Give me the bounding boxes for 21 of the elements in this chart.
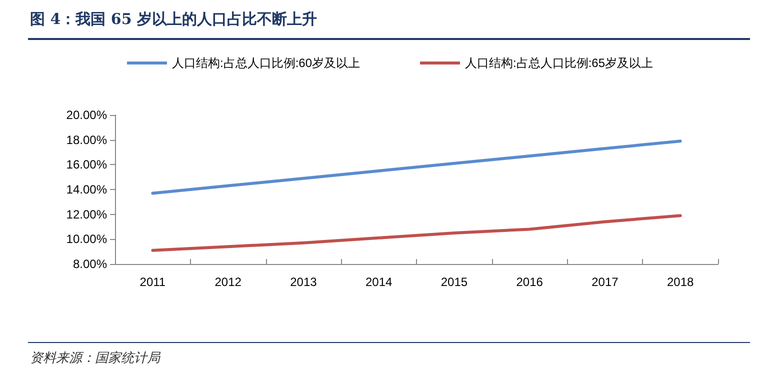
line-series: [151, 214, 682, 252]
legend-label: 人口结构:占总人口比例:60岁及以上: [172, 56, 360, 70]
y-tick-label: 12.00%: [66, 207, 108, 222]
text: 资料来源：国家统计局: [30, 350, 160, 367]
x-tick-label: 2018: [666, 275, 694, 289]
y-tick-label: 14.00%: [66, 182, 108, 196]
x-tick-label: 2015: [440, 275, 468, 289]
chart-title: 图 4：我国 65 岁以上的人口占比不断上升: [30, 10, 317, 29]
x-tick-label: 2016: [516, 275, 544, 289]
x-tick-label: 2017: [592, 275, 619, 289]
y-tick-label: 20.00%: [66, 108, 108, 122]
line-series: [151, 140, 682, 195]
x-tick-label: 2012: [214, 275, 242, 289]
x-tick-label: 2011: [140, 275, 166, 289]
x-tick-label: 2014: [365, 275, 392, 289]
legend-label: 人口结构:占总人口比例:65岁及以上: [465, 56, 654, 70]
y-tick-label: 10.00%: [66, 232, 108, 246]
x-tick-label: 2013: [290, 275, 318, 289]
y-tick-label: 16.00%: [66, 158, 108, 172]
y-tick-label: 18.00%: [66, 132, 108, 147]
y-tick-label: 8.00%: [72, 257, 108, 271]
